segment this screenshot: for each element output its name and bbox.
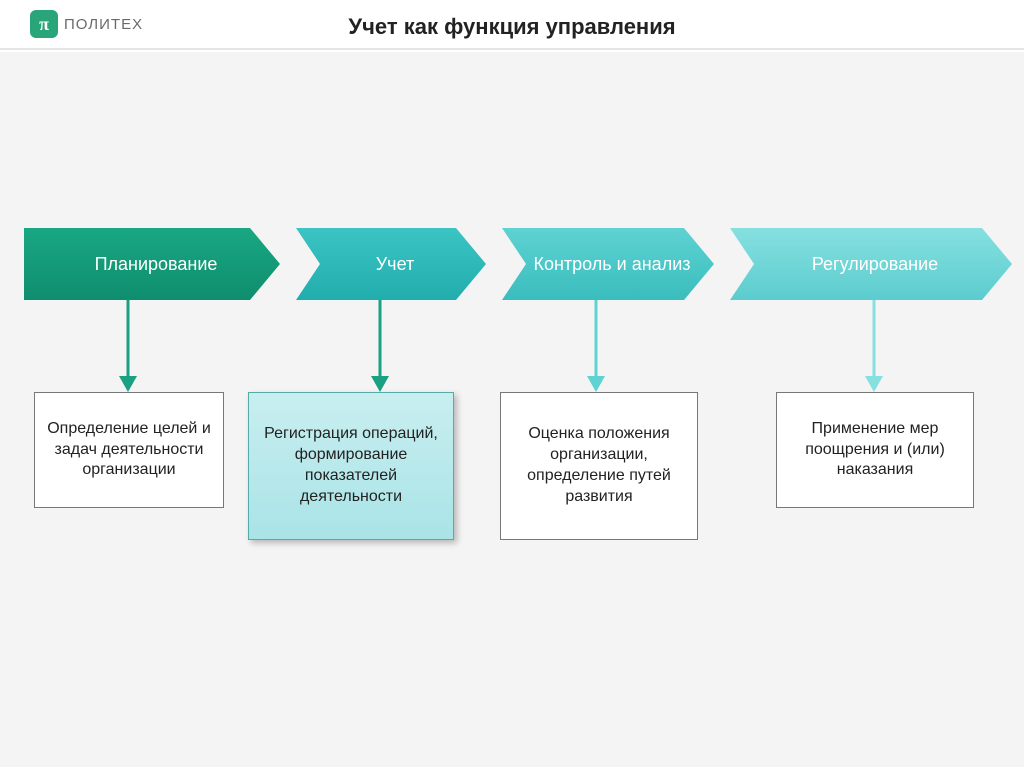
arrow-down-icon [115, 300, 141, 397]
arrow-down-icon [367, 300, 393, 397]
chevron-label: Контроль и анализ [512, 254, 700, 275]
description-text: Определение целей и задач деятельности о… [45, 419, 213, 481]
description-box: Применение мер поощрения и (или) наказан… [776, 392, 974, 508]
description-text: Оценка положения организации, определени… [511, 424, 687, 507]
description-box: Оценка положения организации, определени… [500, 392, 698, 540]
chevron-step: Контроль и анализ [502, 228, 714, 300]
chevron-label: Планирование [34, 254, 266, 275]
description-box: Регистрация операций, формирование показ… [248, 392, 454, 540]
header: π ПОЛИТЕХ Учет как функция управления [0, 0, 1024, 50]
chevron-step: Планирование [24, 228, 280, 300]
description-box: Определение целей и задач деятельности о… [34, 392, 224, 508]
flow-diagram: Планирование Определение целей и задач д… [0, 52, 1024, 767]
description-text: Регистрация операций, формирование показ… [259, 424, 443, 507]
chevron-step: Регулирование [730, 228, 1012, 300]
arrow-down-icon [583, 300, 609, 397]
page-title: Учет как функция управления [0, 14, 1024, 40]
chevron-label: Регулирование [740, 254, 998, 275]
description-text: Применение мер поощрения и (или) наказан… [787, 419, 963, 481]
chevron-step: Учет [296, 228, 486, 300]
chevron-label: Учет [306, 254, 472, 275]
content: Планирование Определение целей и задач д… [0, 52, 1024, 767]
arrow-down-icon [861, 300, 887, 397]
